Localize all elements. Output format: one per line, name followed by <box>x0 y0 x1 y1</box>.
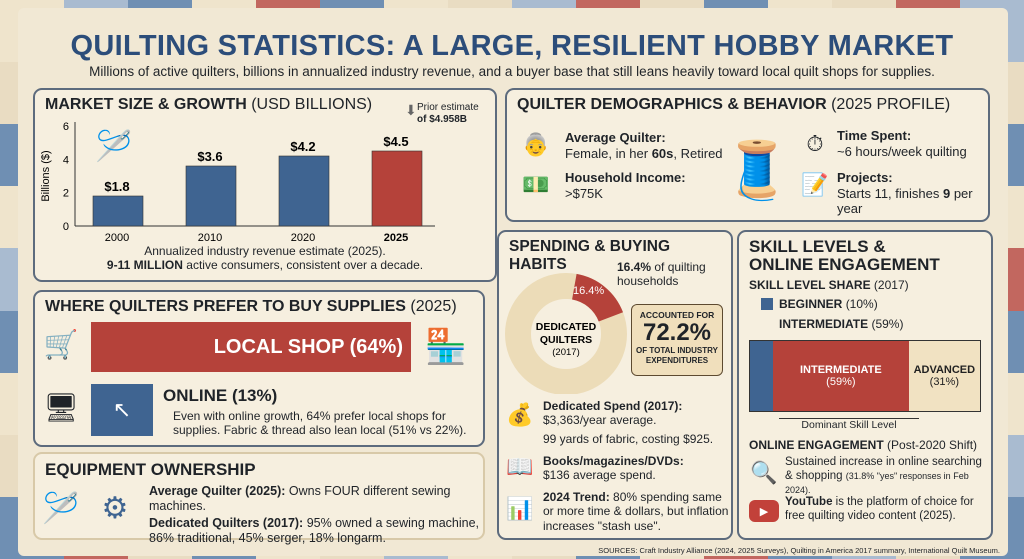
dominant-skill-label: Dominant Skill Level <box>779 418 919 432</box>
market-caption: Annualized industry revenue estimate (20… <box>106 244 424 273</box>
sewing-machine-icon: 🪡 <box>42 491 80 525</box>
donut-center-line3: (2017) <box>552 347 579 358</box>
trend-2024: 2024 Trend: 80% spending same or more ti… <box>543 490 729 533</box>
household-income: Household Income: >$75K <box>565 170 686 201</box>
fabric-spend: 99 yards of fabric, costing $925. <box>543 432 714 446</box>
skill-segment <box>750 341 773 411</box>
x-tick-label: 2000 <box>105 232 129 244</box>
y-tick-label: 2 <box>63 188 69 200</box>
market-title: MARKET SIZE & GROWTH (USD BILLIONS) <box>45 96 373 113</box>
spending-panel: SPENDING & BUYING HABITS 16.4% DEDICATED… <box>497 230 733 540</box>
magnifier-icon: 🔍 <box>750 460 778 485</box>
buy-panel: WHERE QUILTERS PREFER TO BUY SUPPLIES (2… <box>33 290 485 447</box>
coins-icon: 💰 <box>506 402 534 427</box>
prior-estimate-note: ⬇ Prior estimate of $4.958B <box>405 102 479 125</box>
intermediate-legend: INTERMEDIATE (59%) <box>779 317 904 331</box>
document-pencil-icon: 📝 <box>801 172 829 197</box>
equipment-title: EQUIPMENT OWNERSHIP <box>45 460 256 479</box>
needle-thread-icon: 🪡 <box>95 128 132 163</box>
expenditure-callout: ACCOUNTED FOR 72.2% OF TOTAL INDUSTRY EX… <box>631 304 723 376</box>
money-icon: 💵 <box>522 172 550 197</box>
demographics-title: QUILTER DEMOGRAPHICS & BEHAVIOR (2025 PR… <box>517 96 951 113</box>
demographics-panel: QUILTER DEMOGRAPHICS & BEHAVIOR (2025 PR… <box>505 88 990 222</box>
buy-title: WHERE QUILTERS PREFER TO BUY SUPPLIES (2… <box>45 298 457 315</box>
projects: Projects: Starts 11, finishes 9 per year <box>837 170 973 217</box>
skill-share-heading: SKILL LEVEL SHARE (2017) <box>749 278 909 292</box>
bar-value-label: $4.2 <box>290 139 315 154</box>
accounted-value: 72.2% <box>642 319 712 346</box>
accounted-label: ACCOUNTED FOR <box>639 310 715 320</box>
x-tick-label: 2025 <box>384 232 408 244</box>
online-label: ONLINE (13%) <box>163 386 278 405</box>
cursor-icon: ↖ <box>112 397 132 422</box>
quilter-avatar-icon: 👵 <box>522 132 550 157</box>
youtube-note: YouTube is the platform of choice for fr… <box>785 496 974 522</box>
market-panel: MARKET SIZE & GROWTH (USD BILLIONS) 0 2 4 6… <box>33 88 497 282</box>
bar-value-label: $4.5 <box>383 134 408 149</box>
page-title: QUILTING STATISTICS: A LARGE, RESILIENT … <box>70 30 954 62</box>
dedicated-quilters-donut: 16.4% DEDICATED QUILTERS (2017) <box>505 273 627 394</box>
online-engagement-heading: ONLINE ENGAGEMENT (Post-2020 Shift) <box>749 438 978 452</box>
skill-stacked-bar: INTERMEDIATE (59%) ADVANCED (31%) <box>749 340 981 412</box>
households-callout: 16.4% of quilting households <box>617 260 706 289</box>
beginner-legend: BEGINNER (10%) <box>779 297 878 311</box>
dedicated-spend: Dedicated Spend (2017): $3,363/year avera… <box>543 399 683 428</box>
x-tick-label: 2020 <box>291 232 315 244</box>
sewing-machine-blue-icon: ⚙ <box>101 491 129 525</box>
accounted-description: OF TOTAL INDUSTRY EXPENDITURES <box>636 346 718 365</box>
bar <box>278 155 330 227</box>
bar <box>371 150 423 227</box>
bar <box>185 165 237 227</box>
average-quilter: Average Quilter: Female, in her 60s, Reti… <box>565 130 723 161</box>
equipment-panel: EQUIPMENT OWNERSHIP 🪡 ⚙ Average Quilter … <box>33 452 485 545</box>
equipment-details: Average Quilter (2025): Owns FOUR differ… <box>149 484 480 545</box>
local-shop-label: LOCAL SHOP (64%) <box>213 335 403 358</box>
y-tick-label: 4 <box>63 154 69 166</box>
beginner-legend-swatch <box>761 298 773 310</box>
skill-segment: ADVANCED (31%) <box>908 341 980 411</box>
spending-title: SPENDING & BUYING HABITS <box>509 238 671 273</box>
bar-value-label: $1.8 <box>104 179 129 194</box>
books-spend: Books/magazines/DVDs: $136 average spend. <box>543 454 684 483</box>
youtube-icon: ▶ <box>749 500 779 522</box>
donut-slice-label: 16.4% <box>573 285 604 297</box>
online-bar: ↖ <box>91 384 153 436</box>
storefront-icon: 🏪 <box>424 328 468 366</box>
donut-remainder <box>505 273 627 394</box>
quilter-sewing-illustration: 🧵 <box>722 138 792 201</box>
computer-shop-icon: 🖥 <box>43 391 79 423</box>
shopping-cart-icon: 🛒 <box>43 328 79 360</box>
x-tick-label: 2010 <box>198 232 222 244</box>
time-spent: Time Spent: ~6 hours/week quilting <box>837 128 967 159</box>
bar <box>92 195 144 227</box>
book-icon: 📖 <box>506 454 534 479</box>
search-note: Sustained increase in online searching &… <box>785 456 982 495</box>
sources: SOURCES: Craft Industry Alliance (2024, … <box>598 546 1000 555</box>
donut-center-line2: QUILTERS <box>540 334 592 346</box>
skills-panel: SKILL LEVELS & ONLINE ENGAGEMENT SKILL LE… <box>737 230 993 540</box>
trend-chart-icon: 📊 <box>506 496 534 521</box>
bar-value-label: $3.6 <box>197 149 222 164</box>
y-tick-label: 6 <box>63 121 69 133</box>
down-arrow-icon: ⬇ <box>405 102 417 118</box>
y-axis-label: Billions ($) <box>40 150 52 201</box>
donut-center-line1: DEDICATED <box>536 321 597 333</box>
skill-segment: INTERMEDIATE (59%) <box>773 341 909 411</box>
y-tick-label: 0 <box>63 221 69 233</box>
page-subtitle: Millions of active quilters, billions in… <box>89 64 935 79</box>
skills-title: SKILL LEVELS & ONLINE ENGAGEMENT <box>749 237 940 274</box>
stopwatch-icon: ⏱ <box>806 131 824 156</box>
buy-note: Even with online growth, 64% prefer loca… <box>173 409 467 438</box>
market-bar-chart: 0 2 4 6 Billions ($) 🪡 $1.8 2000 $3.6 2010 $4.2 202… <box>40 121 435 244</box>
local-shop-bar: LOCAL SHOP (64%) <box>91 322 411 372</box>
